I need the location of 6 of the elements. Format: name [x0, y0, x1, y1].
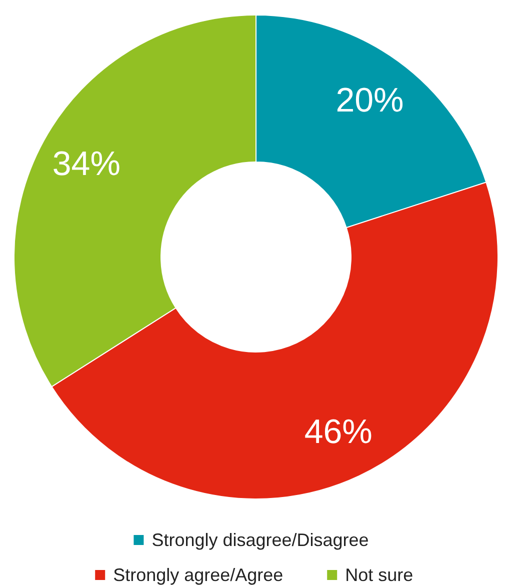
data-label: 20% [336, 81, 404, 120]
data-label: 34% [52, 144, 120, 183]
legend-label: Not sure [345, 565, 414, 585]
legend-label: Strongly agree/Agree [113, 565, 284, 585]
legend-label: Strongly disagree/Disagree [152, 530, 369, 550]
data-label: 46% [304, 413, 372, 452]
